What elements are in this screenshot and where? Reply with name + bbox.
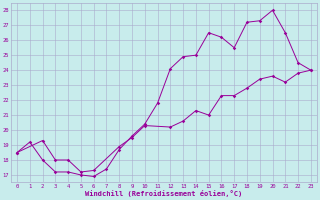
X-axis label: Windchill (Refroidissement éolien,°C): Windchill (Refroidissement éolien,°C) <box>85 190 243 197</box>
